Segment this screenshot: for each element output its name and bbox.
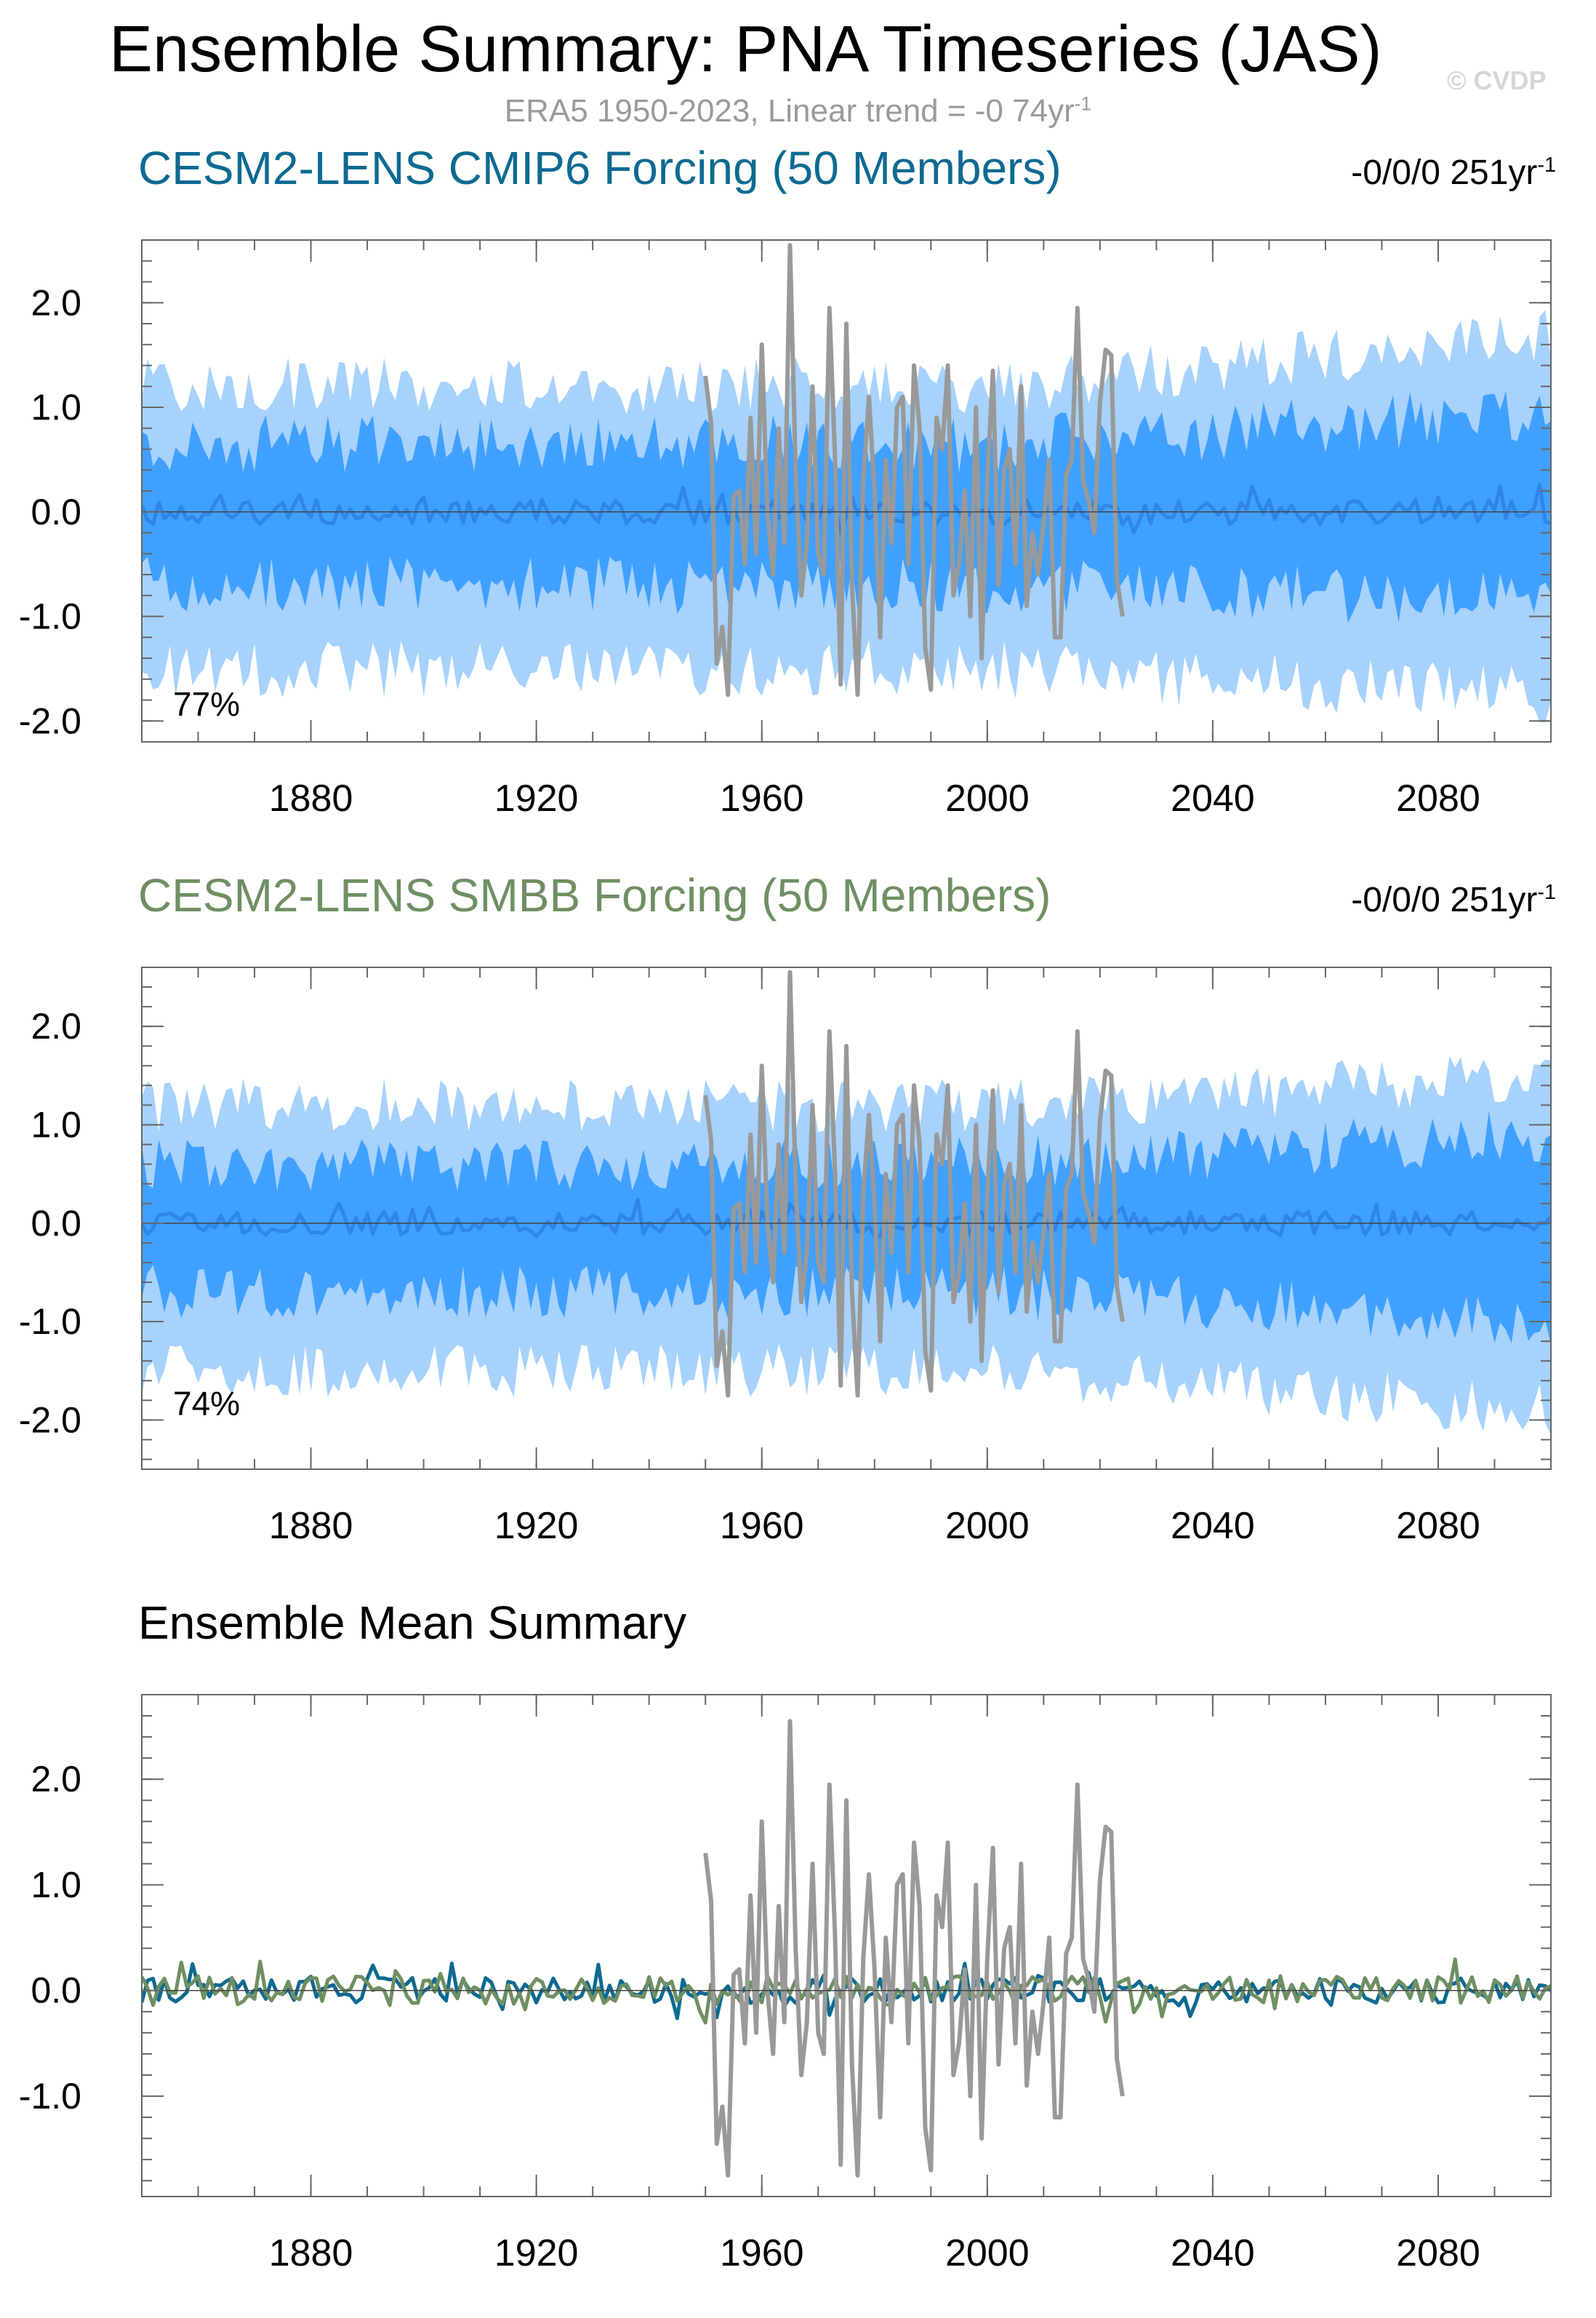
page-title: Ensemble Summary: PNA Timeseries (JAS) xyxy=(109,13,1382,86)
panel-1-inner-range-band xyxy=(142,391,1551,623)
panel-2-xtick-label: 2040 xyxy=(1171,1505,1255,1547)
panel-2-trend-text: -0/0/0 251yr xyxy=(1351,881,1538,919)
panel-3-ytick-label: 0.0 xyxy=(31,1970,81,2011)
panel-1-ensemble-mean-line xyxy=(142,482,1551,535)
panel-1-trend-text: -0/0/0 251yr xyxy=(1351,153,1538,192)
panel-2-ytick-label: -2.0 xyxy=(19,1399,81,1440)
panel-3-xtick-label: 1880 xyxy=(269,2232,353,2274)
panel-1-ytick-label: -2.0 xyxy=(19,700,81,741)
cvdp-watermark: © CVDP xyxy=(1447,65,1547,95)
subtitle-text: ERA5 1950-2023, Linear trend = -0 74yr xyxy=(504,93,1075,129)
panel-1-xtick-label: 1960 xyxy=(720,778,804,820)
panel-3-frame xyxy=(141,1694,1552,2197)
panel-1-ytick-label: 1.0 xyxy=(31,387,81,428)
panel-3-title: Ensemble Mean Summary xyxy=(138,1596,687,1649)
panel-3-ytick-label: 1.0 xyxy=(31,1864,81,1905)
panel-1-trend-sup: -1 xyxy=(1537,153,1556,177)
panel-2-xtick-label: 1920 xyxy=(494,1505,579,1547)
panel-2-ensemble-mean-line xyxy=(142,1197,1551,1239)
panel-3-ytick-label: 2.0 xyxy=(31,1759,81,1799)
panel-1-xtick-label: 2040 xyxy=(1171,778,1255,820)
panel-3-chart: 1880 1920 1960 2000 2040 2080 -1.0 0.0 1.0 2.0 xyxy=(19,1694,1552,2274)
panel-2-ytick-label: -1.0 xyxy=(19,1301,81,1342)
panel-2-ytick-label: 1.0 xyxy=(31,1104,81,1145)
panel-3-xtick-label: 1960 xyxy=(720,2232,804,2274)
panel-2-ytick-label: 0.0 xyxy=(31,1203,81,1244)
panel-2-xtick-label: 1880 xyxy=(269,1505,353,1547)
panel-1-percent-label: 77% xyxy=(173,685,240,723)
panel-1-era5-line xyxy=(703,243,1125,698)
panel-2-title: CESM2-LENS SMBB Forcing (50 Members) xyxy=(138,869,1051,922)
panel-2-chart: 1880 1920 1960 2000 2040 2080 -2.0 -1.0 0.0 1.0 2.… xyxy=(19,967,1552,1547)
panel-1-chart: 1880 1920 1960 2000 2040 2080 -2.0 -1.0 0.0 1.0 2.… xyxy=(19,239,1552,820)
panel-1-xtick-label: 2080 xyxy=(1396,778,1480,820)
panel-3-xtick-label: 2080 xyxy=(1396,2232,1480,2274)
panel-2-xtick-label: 2080 xyxy=(1396,1505,1480,1547)
panel-3-era5-line xyxy=(703,1719,1125,2178)
panel-1-ytick-label: 2.0 xyxy=(31,282,81,323)
panel-2-frame xyxy=(141,967,1552,1470)
panel-2-percent-label: 74% xyxy=(173,1385,240,1423)
panel-3-ytick-label: -1.0 xyxy=(19,2076,81,2117)
panel-1-trend: -0/0/0 251yr-1 xyxy=(1351,153,1556,193)
panel-2-trend-sup: -1 xyxy=(1537,881,1556,904)
panel-2-xtick-label: 2000 xyxy=(945,1505,1030,1547)
panel-1-title: CESM2-LENS CMIP6 Forcing (50 Members) xyxy=(138,142,1062,194)
panel-1-ytick-label: -1.0 xyxy=(19,596,81,637)
panel-1-xtick-label: 1920 xyxy=(494,778,579,820)
panel-3-xtick-label: 2000 xyxy=(945,2232,1030,2274)
panel-1-ytick-label: 0.0 xyxy=(31,492,81,532)
panel-2-xtick-label: 1960 xyxy=(720,1505,804,1547)
panel-3-xtick-label: 1920 xyxy=(494,2232,579,2274)
panel-3-xtick-label: 2040 xyxy=(1171,2232,1255,2274)
figure-subtitle: ERA5 1950-2023, Linear trend = -0 74yr-1 xyxy=(0,93,1596,129)
panel-1-xtick-label: 1880 xyxy=(269,778,353,820)
panel-1-xtick-label: 2000 xyxy=(945,778,1030,820)
panel-2-era5-line xyxy=(703,970,1125,1398)
panel-2-trend: -0/0/0 251yr-1 xyxy=(1351,880,1556,920)
subtitle-superscript: -1 xyxy=(1074,92,1092,115)
panel-2-ytick-label: 2.0 xyxy=(31,1006,81,1047)
